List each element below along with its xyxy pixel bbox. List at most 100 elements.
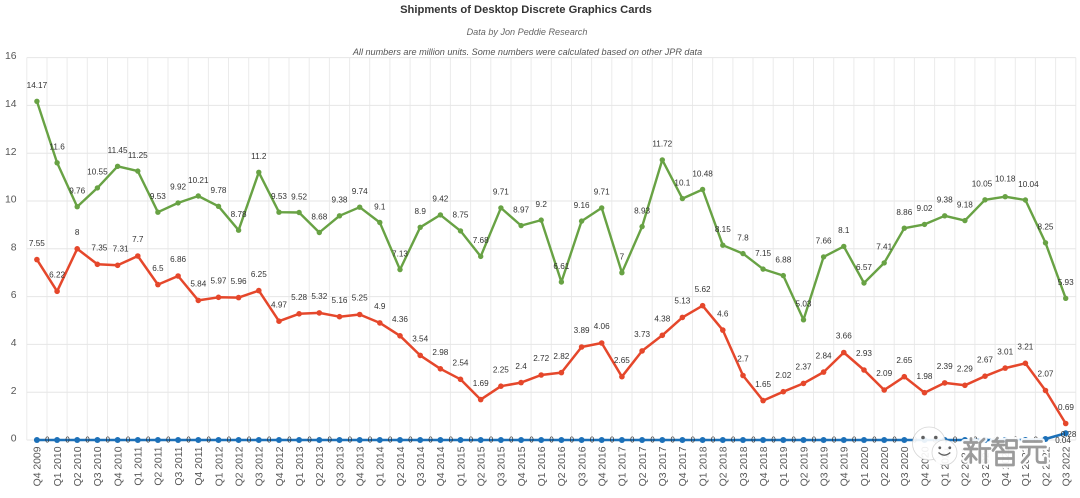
svg-text:Q1 2018: Q1 2018 xyxy=(698,446,709,486)
svg-text:0: 0 xyxy=(408,436,413,445)
svg-text:0: 0 xyxy=(388,436,393,445)
svg-text:Q4 2015: Q4 2015 xyxy=(517,446,528,486)
svg-text:8.75: 8.75 xyxy=(453,211,469,220)
svg-text:0: 0 xyxy=(307,436,312,445)
svg-text:9.38: 9.38 xyxy=(937,196,953,205)
svg-text:0: 0 xyxy=(751,436,756,445)
svg-text:Q3 2020: Q3 2020 xyxy=(900,446,911,486)
svg-text:0: 0 xyxy=(146,436,151,445)
svg-text:0: 0 xyxy=(731,436,736,445)
svg-text:Q2 2020: Q2 2020 xyxy=(880,446,891,486)
svg-text:7.8: 7.8 xyxy=(737,233,749,242)
svg-text:Q4 2009: Q4 2009 xyxy=(33,446,44,486)
svg-text:Q3 2016: Q3 2016 xyxy=(577,446,588,486)
svg-text:Q3 2019: Q3 2019 xyxy=(819,446,830,486)
svg-text:8.25: 8.25 xyxy=(1038,223,1054,232)
svg-text:Q4 2019: Q4 2019 xyxy=(840,446,851,486)
svg-text:Q1 2014: Q1 2014 xyxy=(376,446,387,486)
svg-text:Q4 2013: Q4 2013 xyxy=(356,446,367,486)
svg-text:0: 0 xyxy=(328,436,333,445)
svg-text:0: 0 xyxy=(267,436,272,445)
svg-text:0: 0 xyxy=(287,436,292,445)
svg-text:4.38: 4.38 xyxy=(654,315,670,324)
svg-text:5.03: 5.03 xyxy=(796,300,812,309)
svg-text:Q2 2012: Q2 2012 xyxy=(234,446,245,486)
svg-text:9.53: 9.53 xyxy=(271,192,287,201)
svg-text:6.88: 6.88 xyxy=(775,255,791,264)
svg-text:8.68: 8.68 xyxy=(311,212,327,221)
svg-text:Q3 2011: Q3 2011 xyxy=(174,446,185,485)
svg-text:8.86: 8.86 xyxy=(896,208,912,217)
svg-text:5.28: 5.28 xyxy=(291,293,307,302)
svg-text:0: 0 xyxy=(872,436,877,445)
svg-text:14.17: 14.17 xyxy=(27,81,48,90)
svg-text:8.78: 8.78 xyxy=(231,210,247,219)
svg-text:9.16: 9.16 xyxy=(574,201,590,210)
svg-text:6.57: 6.57 xyxy=(856,263,872,272)
svg-text:10.18: 10.18 xyxy=(995,175,1016,184)
svg-text:7.55: 7.55 xyxy=(29,239,45,248)
svg-text:2.54: 2.54 xyxy=(453,359,469,368)
svg-text:7.7: 7.7 xyxy=(132,235,144,244)
svg-text:11.2: 11.2 xyxy=(251,152,267,161)
svg-text:Q1 2013: Q1 2013 xyxy=(295,446,306,486)
svg-text:Q4 2017: Q4 2017 xyxy=(678,446,689,486)
svg-text:Q3 2012: Q3 2012 xyxy=(255,446,266,486)
svg-text:8: 8 xyxy=(11,242,17,253)
svg-text:0: 0 xyxy=(529,436,534,445)
svg-text:Q3 2014: Q3 2014 xyxy=(416,446,427,486)
svg-text:2.65: 2.65 xyxy=(614,356,630,365)
svg-text:Q1 2015: Q1 2015 xyxy=(456,446,467,486)
svg-text:9.18: 9.18 xyxy=(957,200,973,209)
svg-text:9.78: 9.78 xyxy=(211,186,227,195)
svg-text:3.66: 3.66 xyxy=(836,332,852,341)
svg-text:0: 0 xyxy=(186,436,191,445)
svg-text:0: 0 xyxy=(509,436,514,445)
svg-text:5.25: 5.25 xyxy=(352,294,368,303)
svg-text:2.84: 2.84 xyxy=(816,351,832,360)
svg-text:0: 0 xyxy=(106,436,111,445)
svg-text:2.93: 2.93 xyxy=(856,349,872,358)
svg-text:0: 0 xyxy=(570,436,575,445)
svg-text:11.45: 11.45 xyxy=(108,146,128,155)
svg-text:7.66: 7.66 xyxy=(816,237,832,246)
svg-text:0: 0 xyxy=(812,436,817,445)
svg-text:6.25: 6.25 xyxy=(251,270,267,279)
svg-text:0: 0 xyxy=(711,436,716,445)
svg-text:Q2 2010: Q2 2010 xyxy=(73,446,84,486)
svg-text:0: 0 xyxy=(549,436,554,445)
svg-text:0: 0 xyxy=(792,436,797,445)
svg-text:9.53: 9.53 xyxy=(150,192,166,201)
svg-text:0.28: 0.28 xyxy=(1061,430,1077,439)
svg-text:4.97: 4.97 xyxy=(271,300,287,309)
svg-text:Q2 2015: Q2 2015 xyxy=(477,446,488,486)
svg-text:Q1 2020: Q1 2020 xyxy=(860,446,871,486)
svg-text:0: 0 xyxy=(489,436,494,445)
svg-text:10: 10 xyxy=(5,195,17,206)
svg-text:Q2 2011: Q2 2011 xyxy=(154,446,165,485)
svg-text:11.6: 11.6 xyxy=(49,143,65,152)
svg-text:0: 0 xyxy=(126,436,131,445)
svg-text:8.1: 8.1 xyxy=(838,226,850,235)
svg-text:10.1: 10.1 xyxy=(674,178,690,187)
svg-text:0: 0 xyxy=(11,434,17,445)
svg-text:3.01: 3.01 xyxy=(997,347,1013,356)
svg-text:9.52: 9.52 xyxy=(291,192,307,201)
svg-text:5.96: 5.96 xyxy=(231,277,247,286)
svg-text:9.92: 9.92 xyxy=(170,183,186,192)
svg-text:2.7: 2.7 xyxy=(737,355,749,364)
svg-text:0: 0 xyxy=(227,436,232,445)
svg-text:9.42: 9.42 xyxy=(432,195,448,204)
svg-text:Q2 2014: Q2 2014 xyxy=(396,446,407,486)
svg-text:9.74: 9.74 xyxy=(352,187,368,196)
svg-text:Q1 2022: Q1 2022 xyxy=(1021,446,1032,486)
svg-text:Q1 2017: Q1 2017 xyxy=(618,446,629,486)
svg-text:Q1 2012: Q1 2012 xyxy=(214,446,225,486)
svg-text:2: 2 xyxy=(11,386,17,397)
svg-text:Q2 2021: Q2 2021 xyxy=(961,446,972,486)
svg-text:Q4 2012: Q4 2012 xyxy=(275,446,286,486)
svg-text:0: 0 xyxy=(610,436,615,445)
svg-text:4.6: 4.6 xyxy=(717,309,729,318)
svg-text:8.15: 8.15 xyxy=(715,225,731,234)
svg-text:2.29: 2.29 xyxy=(957,365,973,374)
